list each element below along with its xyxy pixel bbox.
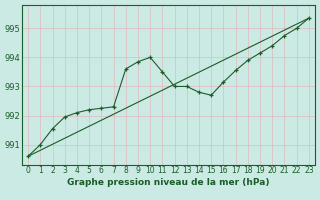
X-axis label: Graphe pression niveau de la mer (hPa): Graphe pression niveau de la mer (hPa) <box>67 178 270 187</box>
